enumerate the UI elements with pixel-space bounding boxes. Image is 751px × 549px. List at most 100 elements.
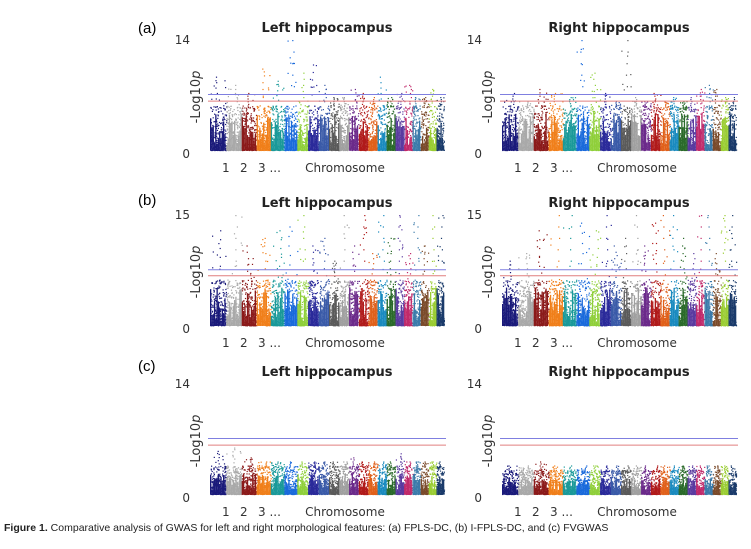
chromosome-points bbox=[720, 215, 730, 327]
chromosome-points bbox=[696, 215, 706, 327]
chromosome-points bbox=[428, 88, 438, 152]
chromosome-points bbox=[404, 253, 414, 327]
chromosome-points bbox=[349, 88, 360, 152]
chromosome-points bbox=[412, 97, 422, 152]
chromosome-points bbox=[696, 88, 706, 151]
chromosome-points bbox=[210, 76, 228, 152]
chromosome-points bbox=[678, 101, 689, 152]
chromosome-points bbox=[368, 253, 379, 327]
chromosome-points bbox=[404, 461, 414, 496]
chromosome-points bbox=[226, 215, 243, 327]
chromosome-points bbox=[297, 72, 310, 152]
chromosome-points bbox=[704, 215, 714, 327]
chromosome-points bbox=[395, 453, 406, 496]
chromosome-points bbox=[349, 245, 360, 327]
chromosome-points bbox=[687, 253, 698, 327]
chromosome-points bbox=[641, 101, 652, 152]
x-tick-label: 3 ... bbox=[258, 336, 281, 350]
chromosome-points bbox=[284, 226, 299, 327]
manhattan-plot: Right hippocampus 0 15 -Log10p 1 2 3 ... Chromo… bbox=[467, 196, 738, 350]
chart-title: Right hippocampus bbox=[548, 21, 690, 36]
x-axis-label: Chromosome bbox=[597, 161, 677, 175]
chart-title: Right hippocampus bbox=[548, 196, 690, 211]
chromosome-points bbox=[297, 215, 310, 327]
chromosome-points bbox=[368, 461, 379, 496]
chromosome-points bbox=[678, 237, 689, 327]
chromosome-points bbox=[562, 97, 578, 152]
chromosome-points bbox=[284, 461, 299, 496]
plot-a-right: Right hippocampus 0 14 -Log10p 1 2 3 ... Chromo… bbox=[452, 18, 742, 178]
chromosome-points bbox=[270, 230, 286, 327]
x-tick-label: 3 ... bbox=[550, 161, 573, 175]
chart-title: Left hippocampus bbox=[261, 196, 392, 211]
chromosome-points bbox=[297, 461, 310, 496]
manhattan-plot: Right hippocampus 0 14 -Log10p 1 2 3 ... Chromo… bbox=[467, 21, 738, 175]
chromosome-points bbox=[420, 245, 430, 327]
figure-caption: Figure 1. Comparative analysis of GWAS f… bbox=[4, 522, 608, 534]
x-tick-label: 2 bbox=[532, 336, 540, 350]
x-axis-label: Chromosome bbox=[597, 336, 677, 350]
chromosome-points bbox=[621, 465, 633, 496]
chromosome-points bbox=[386, 237, 397, 327]
chromosome-points bbox=[669, 97, 680, 152]
panel-label-c: (c) bbox=[138, 358, 156, 375]
x-axis-label: Chromosome bbox=[305, 336, 385, 350]
chromosome-points bbox=[386, 461, 397, 496]
chromosome-points bbox=[318, 237, 331, 327]
y-tick-label: 14 bbox=[175, 33, 190, 47]
y-tick-label: 15 bbox=[467, 208, 482, 222]
chromosome-points bbox=[241, 245, 258, 327]
points-layer bbox=[502, 215, 738, 327]
panel-label-b: (b) bbox=[138, 192, 156, 209]
chromosome-points bbox=[308, 461, 320, 496]
x-tick-label: 1 bbox=[514, 336, 522, 350]
chromosome-points bbox=[650, 92, 662, 152]
chromosome-points bbox=[518, 101, 535, 152]
chromosome-points bbox=[339, 461, 351, 496]
x-tick-label: 2 bbox=[240, 161, 248, 175]
chromosome-points bbox=[518, 465, 535, 496]
plot-c-left: Left hippocampus 0 14 -Log10p 1 2 3 ... Chromos… bbox=[160, 362, 450, 522]
y-tick-label: 0 bbox=[474, 322, 482, 336]
plot-b-left: Left hippocampus 0 15 -Log10p 1 2 3 ... Chromos… bbox=[160, 193, 450, 353]
points-layer bbox=[502, 40, 738, 152]
chromosome-points bbox=[308, 245, 320, 327]
chromosome-points bbox=[436, 215, 445, 327]
chromosome-points bbox=[420, 461, 430, 496]
chromosome-points bbox=[712, 465, 722, 496]
manhattan-plot: Right hippocampus 0 14 -Log10p 1 2 3 ... Chromo… bbox=[467, 365, 738, 519]
chromosome-points bbox=[669, 215, 680, 327]
chromosome-points bbox=[621, 40, 633, 152]
chromosome-points bbox=[210, 450, 228, 496]
chromosome-points bbox=[256, 68, 272, 152]
chromosome-points bbox=[641, 465, 652, 496]
chromosome-points bbox=[377, 215, 388, 327]
manhattan-plot: Left hippocampus 0 14 -Log10p 1 2 3 ... Chromos… bbox=[175, 365, 446, 519]
points-layer bbox=[210, 215, 445, 327]
y-tick-label: 14 bbox=[467, 33, 482, 47]
chromosome-points bbox=[704, 465, 714, 496]
chromosome-points bbox=[728, 215, 738, 327]
y-tick-label: 14 bbox=[467, 377, 482, 391]
chromosome-points bbox=[704, 84, 714, 152]
manhattan-plot: Left hippocampus 0 14 -Log10p 1 2 3 ... Chromos… bbox=[175, 21, 446, 175]
chromosome-points bbox=[241, 92, 258, 152]
chromosome-points bbox=[548, 465, 564, 496]
chromosome-points bbox=[349, 457, 360, 496]
plot-b-right: Right hippocampus 0 15 -Log10p 1 2 3 ... Chromo… bbox=[452, 193, 742, 353]
x-tick-label: 2 bbox=[240, 505, 248, 519]
y-tick-label: 0 bbox=[182, 322, 190, 336]
chromosome-points bbox=[358, 92, 370, 152]
chromosome-points bbox=[678, 465, 689, 496]
chromosome-points bbox=[660, 101, 671, 152]
chromosome-points bbox=[687, 465, 698, 496]
chromosome-points bbox=[720, 97, 730, 152]
chromosome-points bbox=[210, 230, 228, 327]
chromosome-points bbox=[660, 465, 671, 496]
y-tick-label: 0 bbox=[182, 491, 190, 505]
chromosome-points bbox=[518, 253, 535, 327]
chromosome-points bbox=[533, 88, 550, 152]
x-axis-label: Chromosome bbox=[597, 505, 677, 519]
chromosome-points bbox=[339, 97, 351, 152]
chromosome-points bbox=[589, 230, 602, 327]
